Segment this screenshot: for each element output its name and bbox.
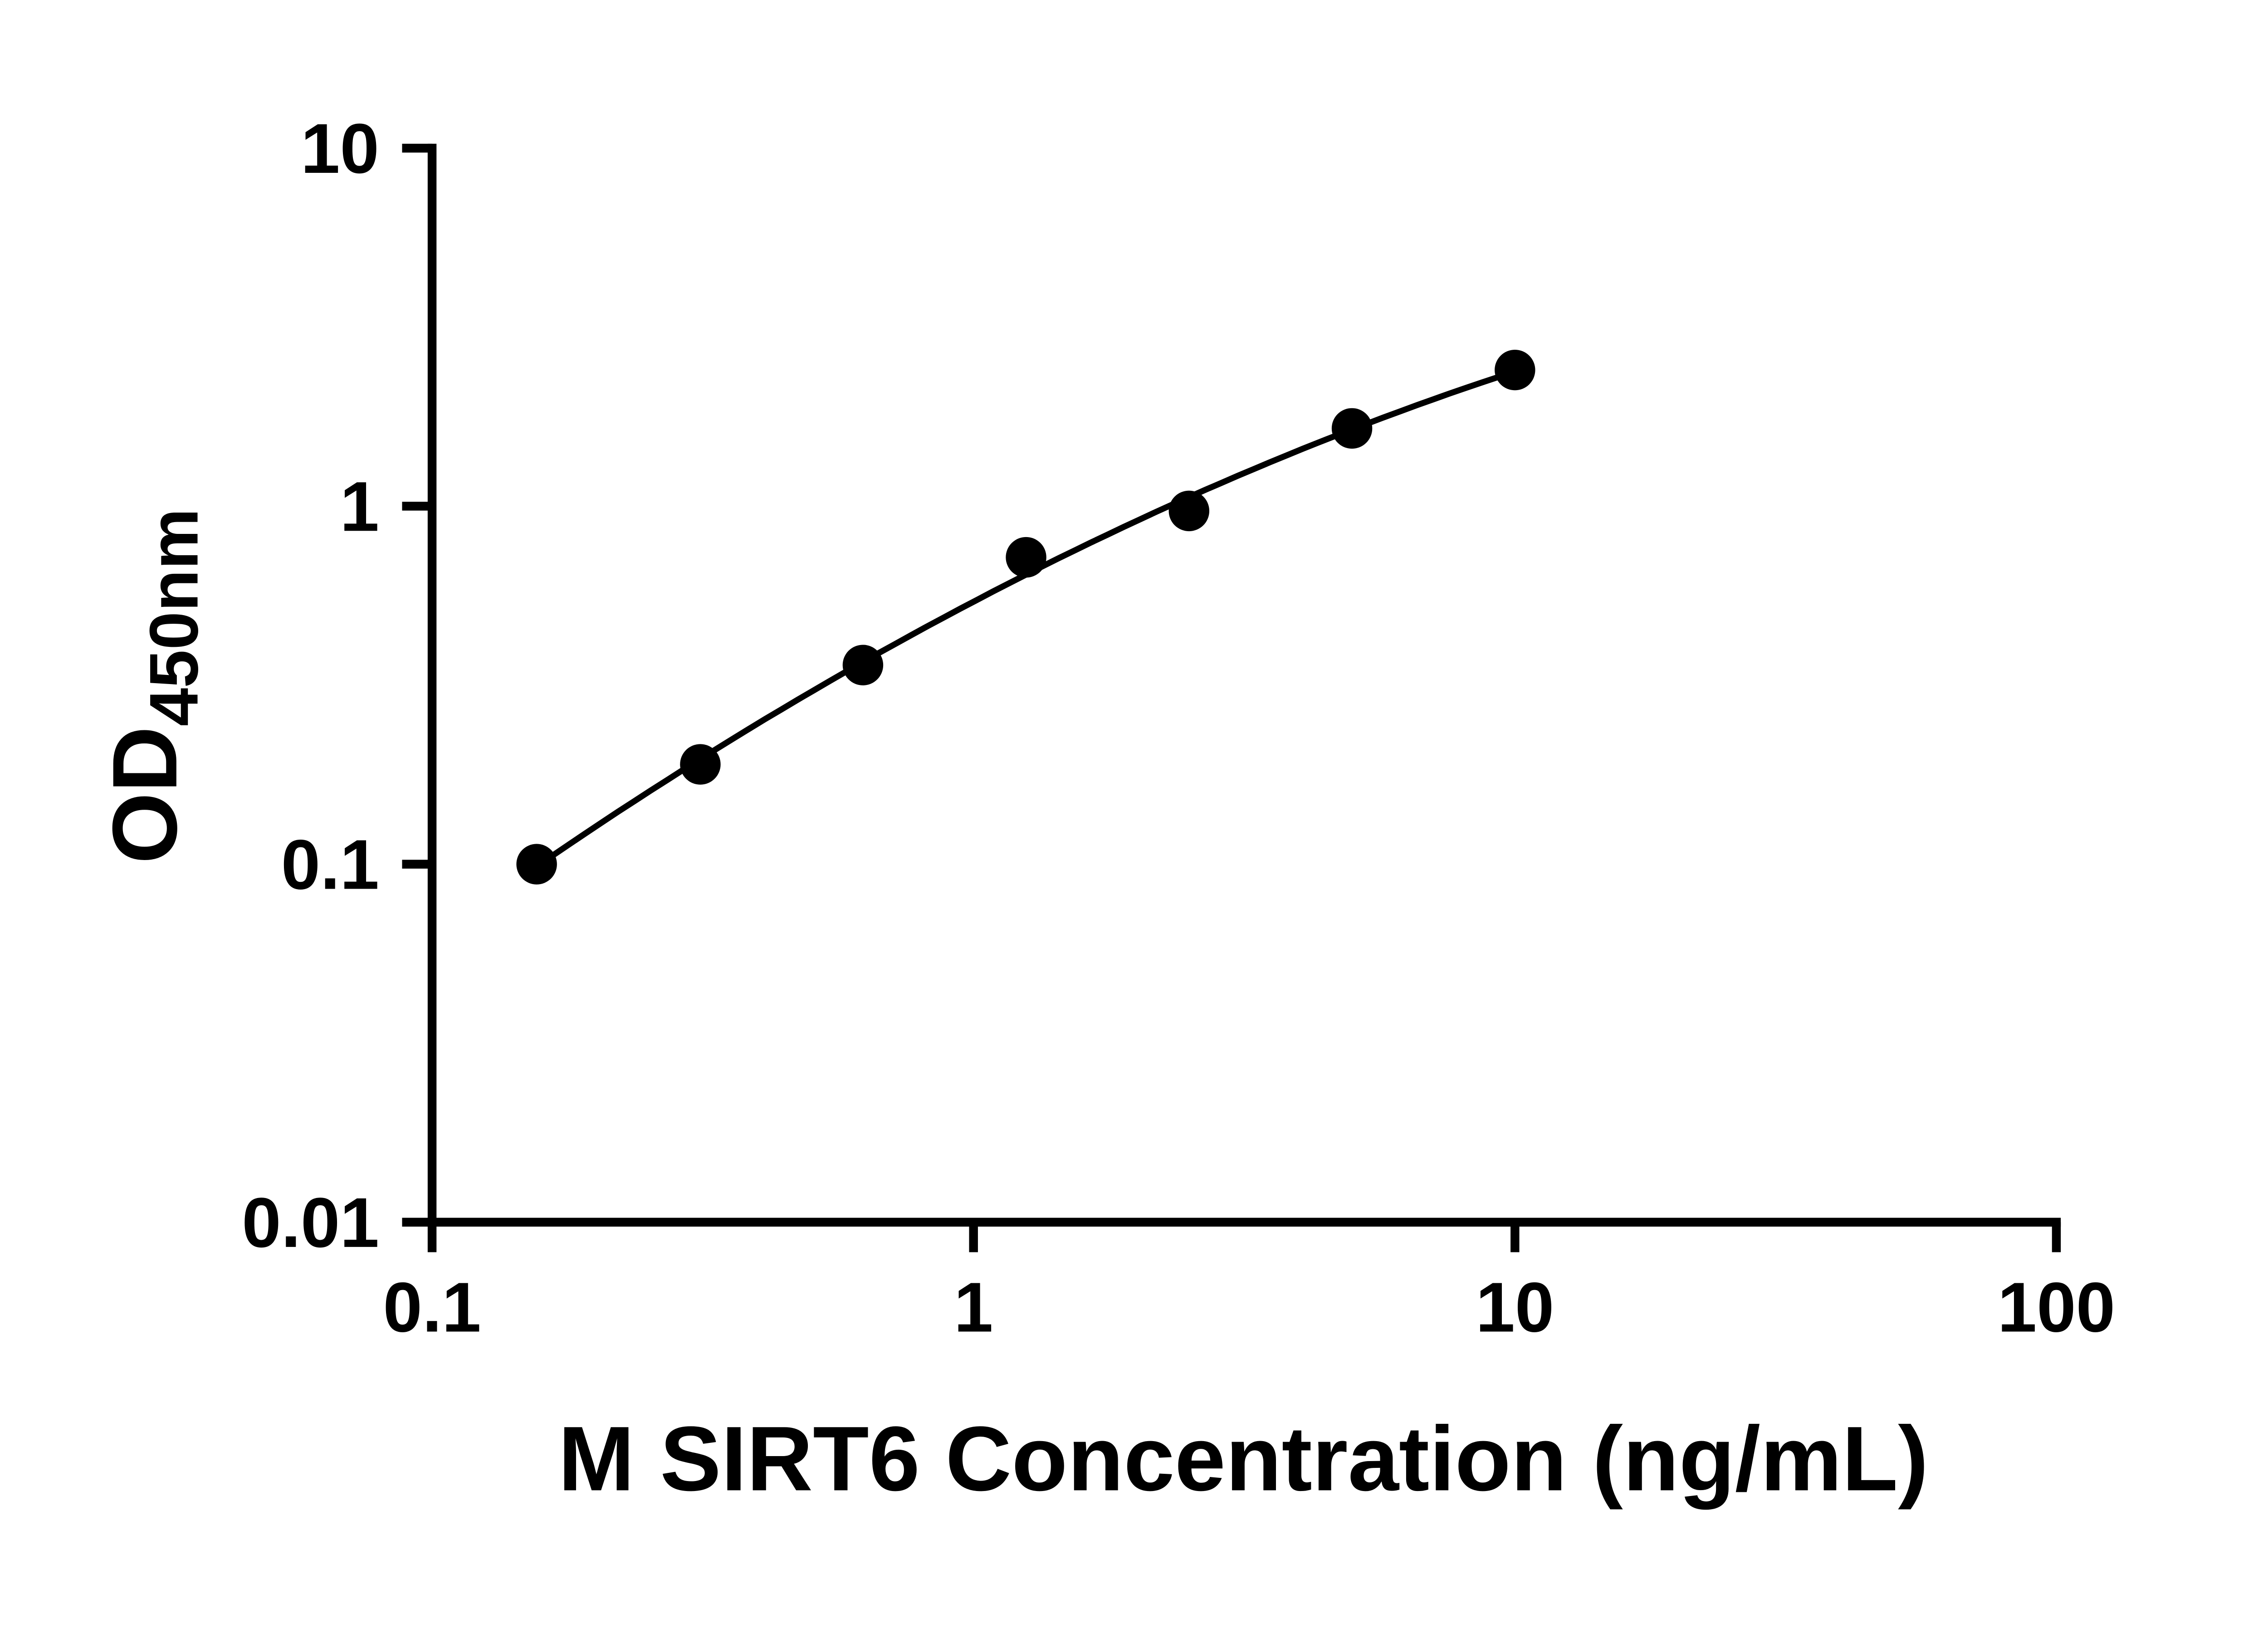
axis-frame [427, 143, 2061, 1227]
x-axis-tick-label: 1 [954, 1267, 993, 1346]
data-point [1168, 490, 1210, 532]
y-axis-tick-label: 10 [301, 109, 379, 188]
data-point [680, 744, 721, 785]
y-axis-tick-label: 1 [340, 467, 379, 546]
y-axis-title-main: OD [93, 726, 196, 864]
x-axis-title: M SIRT6 Concentration (ng/mL) [558, 1407, 1929, 1510]
elisa-standard-curve-figure: 0.1 1 10 100 0.01 0.1 1 10 M SIRT6 Concentratio… [93, 109, 2116, 1510]
data-point [1331, 408, 1373, 449]
y-axis-tick-label: 0.1 [281, 825, 379, 904]
data-point [842, 645, 884, 685]
fit-curve [533, 368, 1518, 870]
x-axis-tick-label: 100 [1998, 1267, 2115, 1346]
data-point [1006, 537, 1046, 578]
x-axis-tick-label: 10 [1476, 1267, 1554, 1346]
y-axis-title-sub: 450nm [136, 508, 212, 726]
y-axis-tick-label: 0.01 [242, 1183, 379, 1262]
y-axis-title: OD450nm [93, 508, 213, 864]
data-point [1495, 349, 1535, 391]
data-point [516, 844, 557, 885]
x-axis-tick-label: 0.1 [383, 1267, 481, 1346]
